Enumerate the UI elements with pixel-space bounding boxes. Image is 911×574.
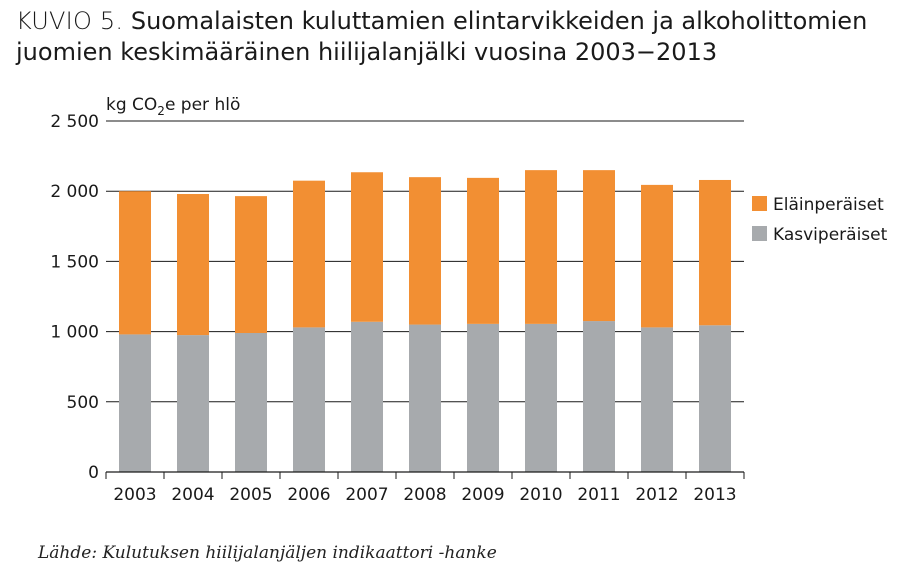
bar-plant-2008 xyxy=(409,324,441,472)
y-axis-label-main: kg CO xyxy=(106,95,157,115)
y-tick-label-1000: 1 000 xyxy=(50,323,99,343)
x-tick-label-2006: 2006 xyxy=(287,485,330,505)
bar-plant-2013 xyxy=(699,325,731,472)
y-tick-label-1500: 1 500 xyxy=(50,252,99,272)
bar-animal-2008 xyxy=(409,177,441,325)
figure-title-text: Suomalaisten kuluttamien elintarvikkeide… xyxy=(16,7,868,66)
bar-plant-2009 xyxy=(467,323,499,472)
x-tick-label-2008: 2008 xyxy=(403,485,446,505)
legend: Eläinperäiset Kasviperäiset xyxy=(752,195,888,245)
bar-plant-2011 xyxy=(583,321,615,472)
x-tick-label-2013: 2013 xyxy=(693,485,736,505)
x-tick-label-2003: 2003 xyxy=(113,485,156,505)
x-tick-label-2010: 2010 xyxy=(519,485,562,505)
bar-plant-2003 xyxy=(119,334,151,472)
legend-swatch-1 xyxy=(752,226,767,241)
y-axis-label-tail: e per hlö xyxy=(165,95,240,115)
y-tick-label-500: 500 xyxy=(67,393,99,413)
bar-plant-2007 xyxy=(351,321,383,472)
y-tick-label-0: 0 xyxy=(88,463,99,483)
bar-plant-2012 xyxy=(641,327,673,472)
legend-label-1: Kasviperäiset xyxy=(773,225,888,245)
bar-animal-2003 xyxy=(119,191,151,335)
bar-animal-2006 xyxy=(293,180,325,328)
x-tick-label-2005: 2005 xyxy=(229,485,272,505)
bar-plant-2010 xyxy=(525,323,557,472)
y-tick-label-2000: 2 000 xyxy=(50,182,99,202)
bar-animal-2010 xyxy=(525,170,557,324)
x-tick-label-2009: 2009 xyxy=(461,485,504,505)
bar-animal-2005 xyxy=(235,196,267,334)
x-tick-label-2011: 2011 xyxy=(577,485,620,505)
x-tick-label-2004: 2004 xyxy=(171,485,214,505)
figure-number: KUVIO 5. xyxy=(16,7,124,35)
stacked-bar-chart: kg CO2e per hlö 0 500 1 000 1 500 2 000 2 500… xyxy=(50,95,888,505)
bar-animal-2011 xyxy=(583,170,615,322)
y-axis-label-subscript: 2 xyxy=(157,104,165,118)
bar-animal-2009 xyxy=(467,177,499,324)
bar-plant-2005 xyxy=(235,333,267,472)
legend-swatch-0 xyxy=(752,196,767,211)
y-axis-label: kg CO2e per hlö xyxy=(106,95,240,118)
x-tick-labels: 2003 2004 2005 2006 2007 2008 2009 2010 2011 2012… xyxy=(105,471,745,505)
y-tick-labels: 0 500 1 000 1 500 2 000 2 500 xyxy=(50,112,99,483)
legend-label-0: Eläinperäiset xyxy=(773,195,884,215)
chart-title: KUVIO 5. Suomalaisten kuluttamien elinta… xyxy=(16,6,896,68)
bar-animal-2013 xyxy=(699,179,731,326)
x-tick-label-2012: 2012 xyxy=(635,485,678,505)
bar-plant-2004 xyxy=(177,335,209,472)
bar-animal-2012 xyxy=(641,184,673,328)
bar-plant-2006 xyxy=(293,327,325,472)
x-tick-label-2007: 2007 xyxy=(345,485,388,505)
bars xyxy=(119,170,731,472)
bar-animal-2007 xyxy=(351,172,383,322)
source-note: Lähde: Kulutuksen hiilijalanjäljen indik… xyxy=(38,543,497,563)
y-tick-label-2500: 2 500 xyxy=(50,112,99,132)
bar-animal-2004 xyxy=(177,194,209,336)
